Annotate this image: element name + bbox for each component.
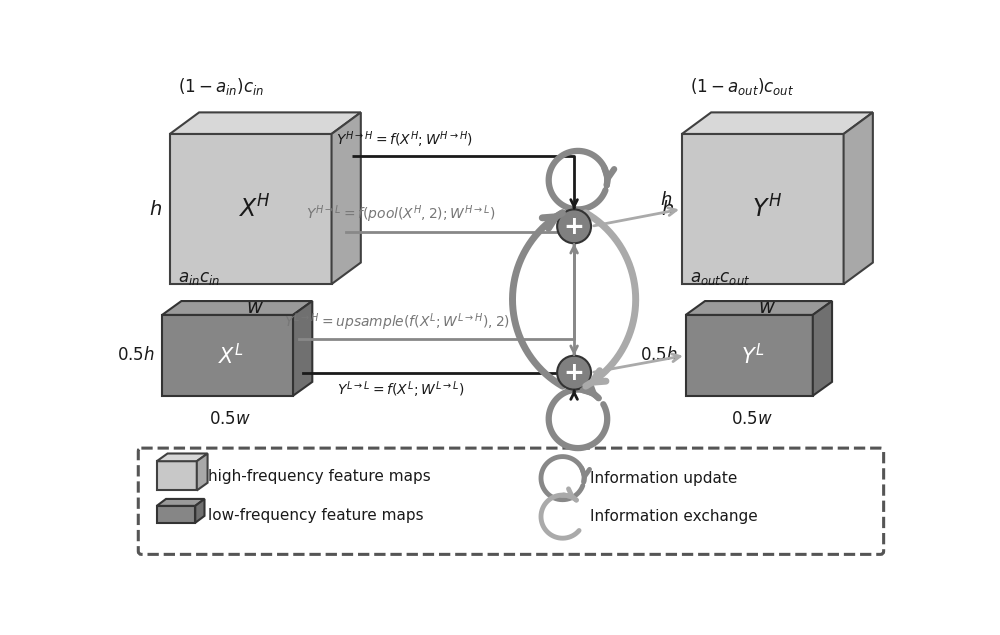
Text: $Y^{L\rightarrow H}=upsample(f(X^L;W^{L\rightarrow H}),2)$: $Y^{L\rightarrow H}=upsample(f(X^L;W^{L\…	[284, 311, 510, 333]
Polygon shape	[170, 134, 332, 284]
Polygon shape	[682, 112, 873, 134]
FancyBboxPatch shape	[138, 448, 884, 554]
Text: low-frequency feature maps: low-frequency feature maps	[208, 507, 424, 523]
Text: $a_{in}c_{in}$: $a_{in}c_{in}$	[178, 269, 220, 287]
Text: $0.5h$: $0.5h$	[640, 346, 678, 364]
Polygon shape	[686, 315, 813, 396]
Text: $0.5h$: $0.5h$	[117, 346, 154, 364]
Polygon shape	[157, 461, 197, 490]
Text: $X^H$: $X^H$	[238, 196, 271, 223]
Polygon shape	[157, 499, 205, 506]
Polygon shape	[813, 301, 832, 396]
Text: $Y^{H\rightarrow H}=f(X^H;W^{H\rightarrow H})$: $Y^{H\rightarrow H}=f(X^H;W^{H\rightarro…	[336, 130, 473, 150]
Circle shape	[557, 356, 591, 390]
Polygon shape	[332, 112, 361, 284]
Text: $0.5w$: $0.5w$	[209, 410, 251, 427]
Polygon shape	[170, 112, 361, 134]
Polygon shape	[162, 301, 312, 315]
Text: $w$: $w$	[246, 298, 264, 317]
Text: $h$: $h$	[661, 199, 674, 218]
Text: $X^L$: $X^L$	[218, 343, 244, 368]
Polygon shape	[686, 301, 832, 315]
Polygon shape	[682, 134, 844, 284]
Text: Information exchange: Information exchange	[590, 509, 757, 524]
Text: $h$: $h$	[660, 190, 673, 209]
Text: $(1-a_{in})c_{in}$: $(1-a_{in})c_{in}$	[178, 76, 264, 97]
Polygon shape	[293, 301, 312, 396]
Text: +: +	[564, 361, 585, 385]
Text: $Y^{L\rightarrow L}=f(X^L;W^{L\rightarrow L})$: $Y^{L\rightarrow L}=f(X^L;W^{L\rightarro…	[337, 379, 465, 400]
Text: $0.5w$: $0.5w$	[731, 410, 773, 427]
Text: $h$: $h$	[149, 199, 162, 218]
Text: $a_{out}c_{out}$: $a_{out}c_{out}$	[690, 269, 750, 287]
Polygon shape	[195, 499, 205, 523]
Text: Information update: Information update	[590, 471, 737, 486]
Text: $w$: $w$	[758, 298, 776, 317]
Text: high-frequency feature maps: high-frequency feature maps	[208, 469, 431, 484]
Circle shape	[557, 210, 591, 243]
Polygon shape	[197, 453, 208, 490]
Text: $(1-a_{out})c_{out}$: $(1-a_{out})c_{out}$	[690, 76, 794, 97]
Text: +: +	[564, 215, 585, 239]
Text: $Y^H$: $Y^H$	[752, 196, 782, 223]
Polygon shape	[157, 506, 195, 523]
Polygon shape	[162, 315, 293, 396]
Polygon shape	[157, 453, 208, 461]
Polygon shape	[844, 112, 873, 284]
Text: $Y^{H\rightarrow L}=f(pool(X^H,2);W^{H\rightarrow L})$: $Y^{H\rightarrow L}=f(pool(X^H,2);W^{H\r…	[306, 204, 496, 225]
Text: $Y^L$: $Y^L$	[741, 343, 764, 368]
